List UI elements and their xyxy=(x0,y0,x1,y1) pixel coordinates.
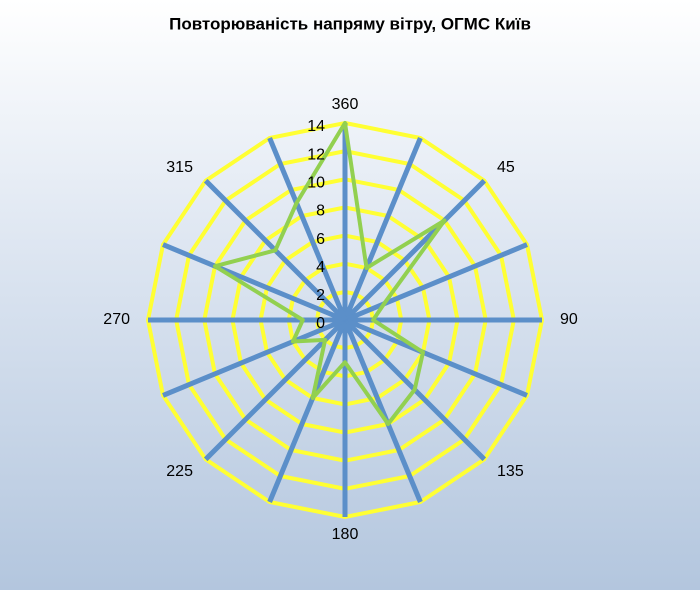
radial-tick-label: 6 xyxy=(316,231,325,248)
spoke xyxy=(342,319,423,503)
spoke xyxy=(344,242,528,323)
spoke xyxy=(267,137,348,321)
spoke xyxy=(342,137,423,321)
category-label: 225 xyxy=(166,463,193,480)
category-label: 45 xyxy=(497,159,515,176)
spoke xyxy=(162,242,346,323)
category-label: 135 xyxy=(497,463,524,480)
category-label: 270 xyxy=(103,311,130,328)
category-label: 180 xyxy=(332,526,359,543)
radial-tick-label: 8 xyxy=(316,203,325,220)
spoke xyxy=(267,319,348,503)
spoke xyxy=(344,317,528,398)
radial-tick-label: 0 xyxy=(316,315,325,332)
category-label: 90 xyxy=(560,311,578,328)
spoke xyxy=(162,317,346,398)
radial-tick-label: 10 xyxy=(307,175,325,192)
radial-tick-label: 2 xyxy=(316,287,325,304)
spoke xyxy=(203,318,347,462)
radial-tick-label: 14 xyxy=(307,118,325,135)
series-line xyxy=(212,121,447,427)
chart-title: Повторюваність напряму вітру, ОГМС Київ xyxy=(169,14,531,33)
category-label: 315 xyxy=(166,159,193,176)
radial-tick-label: 12 xyxy=(307,146,325,163)
category-label: 360 xyxy=(332,96,359,113)
spoke xyxy=(343,178,487,322)
radial-tick-label: 4 xyxy=(316,259,325,276)
